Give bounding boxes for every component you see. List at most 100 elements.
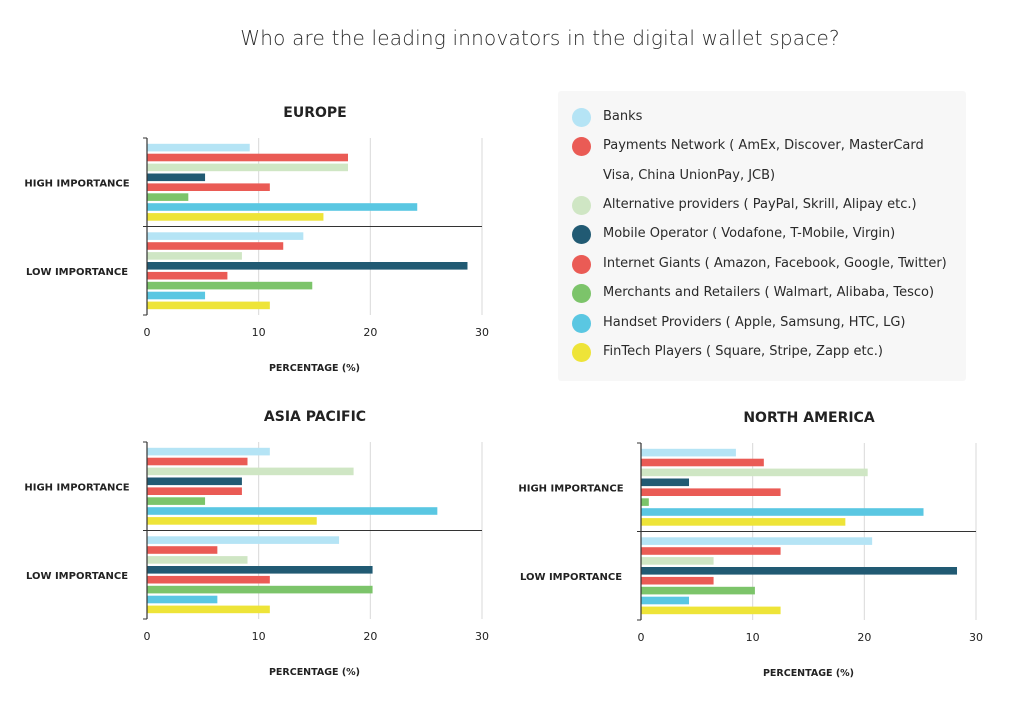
legend-label: Merchants and Retailers ( Walmart, Aliba… xyxy=(603,285,935,300)
bar xyxy=(641,606,781,615)
bar xyxy=(147,477,242,486)
bar xyxy=(147,566,373,574)
x-axis-title: PERCENTAGE (%) xyxy=(269,667,360,678)
bar xyxy=(641,478,690,487)
bar xyxy=(147,605,270,614)
legend-label: Payments Network ( AmEx, Discover, Maste… xyxy=(603,138,924,183)
x-tick-label: 20 xyxy=(363,630,377,643)
legend-item: Mobile Operator ( Vodafone, T-Mobile, Vi… xyxy=(572,225,953,249)
bar xyxy=(641,567,958,575)
legend-item: Payments Network ( AmEx, Discover, Maste… xyxy=(572,137,953,190)
bar xyxy=(147,575,270,584)
legend-swatch xyxy=(572,343,591,362)
x-axis-title: PERCENTAGE (%) xyxy=(763,668,854,679)
bar xyxy=(147,595,218,604)
legend-swatch xyxy=(572,255,591,274)
legend-label: Banks xyxy=(603,109,643,124)
bar xyxy=(147,262,468,270)
legend-swatch xyxy=(572,108,591,127)
x-tick-label: 20 xyxy=(857,631,871,644)
bar xyxy=(147,497,206,505)
bar xyxy=(147,556,248,564)
legend-item: Internet Giants ( Amazon, Facebook, Goog… xyxy=(572,255,953,279)
bar xyxy=(641,458,764,467)
page-title: Who are the leading innovators in the di… xyxy=(240,26,840,50)
north-america-chart: NORTH AMERICA HIGH IMPORTANCE LOW IMPORTAN… xyxy=(514,401,984,691)
legend-item: Handset Providers ( Apple, Samsung, HTC,… xyxy=(572,314,953,338)
x-tick-label: 10 xyxy=(746,631,760,644)
bar xyxy=(147,546,218,554)
bar xyxy=(147,143,250,152)
x-tick-label: 10 xyxy=(252,326,266,339)
legend-item: Banks xyxy=(572,108,953,132)
bar xyxy=(147,585,373,594)
x-tick-label: 30 xyxy=(475,326,489,339)
bar xyxy=(641,596,690,605)
bar xyxy=(147,487,242,495)
category-label: HIGH IMPORTANCE xyxy=(24,482,129,493)
category-label: LOW IMPORTANCE xyxy=(26,571,128,582)
bar xyxy=(147,291,206,300)
bar xyxy=(147,232,304,240)
chart-title: EUROPE xyxy=(283,105,346,121)
legend-swatch xyxy=(572,225,591,244)
chart-svg: EUROPE HIGH IMPORTANCE LOW IMPORTANCE 0 10 20… xyxy=(24,105,489,374)
category-label: LOW IMPORTANCE xyxy=(520,572,622,583)
bar xyxy=(147,252,242,260)
legend-label: Internet Giants ( Amazon, Facebook, Goog… xyxy=(603,256,947,271)
legend-swatch xyxy=(572,196,591,215)
bar xyxy=(147,536,340,544)
bar xyxy=(147,271,228,280)
legend-swatch xyxy=(572,137,591,156)
category-label: LOW IMPORTANCE xyxy=(26,267,128,278)
legend-item: Alternative providers ( PayPal, Skrill, … xyxy=(572,196,953,220)
europe-chart: EUROPE HIGH IMPORTANCE LOW IMPORTANCE 0 10 20… xyxy=(20,96,490,386)
x-tick-label: 30 xyxy=(475,630,489,643)
legend-swatch xyxy=(572,284,591,303)
bar xyxy=(641,537,873,545)
category-label: HIGH IMPORTANCE xyxy=(518,483,623,494)
x-tick-label: 0 xyxy=(144,630,151,643)
asia-pacific-chart: ASIA PACIFIC HIGH IMPORTANCE LOW IMPORTANC… xyxy=(20,400,490,690)
bar xyxy=(641,468,868,477)
bar xyxy=(147,467,354,476)
legend-item: Merchants and Retailers ( Walmart, Aliba… xyxy=(572,284,953,308)
x-axis-title: PERCENTAGE (%) xyxy=(269,363,360,374)
bar xyxy=(641,498,649,506)
bar xyxy=(147,203,418,211)
legend-label: FinTech Players ( Square, Stripe, Zapp e… xyxy=(603,344,884,359)
bar xyxy=(147,242,284,250)
chart-title: ASIA PACIFIC xyxy=(264,409,366,425)
category-label: HIGH IMPORTANCE xyxy=(24,178,129,189)
bar xyxy=(641,488,781,496)
bar xyxy=(641,586,755,595)
chart-svg: NORTH AMERICA HIGH IMPORTANCE LOW IMPORTAN… xyxy=(518,410,983,679)
bar xyxy=(147,281,313,290)
x-tick-label: 10 xyxy=(252,630,266,643)
legend-label: Mobile Operator ( Vodafone, T-Mobile, Vi… xyxy=(603,226,896,241)
bar xyxy=(147,507,438,515)
bar xyxy=(147,301,270,310)
chart-svg: ASIA PACIFIC HIGH IMPORTANCE LOW IMPORTANC… xyxy=(24,409,489,678)
bar xyxy=(641,547,781,555)
bar xyxy=(147,173,206,182)
legend: Banks Payments Network ( AmEx, Discover,… xyxy=(558,91,966,381)
bar xyxy=(147,447,270,456)
x-tick-label: 20 xyxy=(363,326,377,339)
bar xyxy=(641,448,736,457)
bar xyxy=(147,153,348,162)
chart-title: NORTH AMERICA xyxy=(743,410,875,426)
bar xyxy=(641,518,846,526)
bar xyxy=(641,576,714,585)
legend-label: Handset Providers ( Apple, Samsung, HTC,… xyxy=(603,315,906,330)
x-tick-label: 0 xyxy=(638,631,645,644)
legend-swatch xyxy=(572,314,591,333)
x-tick-label: 30 xyxy=(969,631,983,644)
bar xyxy=(147,457,248,466)
bar xyxy=(641,557,714,565)
legend-label: Alternative providers ( PayPal, Skrill, … xyxy=(603,197,917,212)
bar xyxy=(641,508,924,516)
bar xyxy=(147,517,317,525)
bar xyxy=(147,163,348,172)
x-tick-label: 0 xyxy=(144,326,151,339)
